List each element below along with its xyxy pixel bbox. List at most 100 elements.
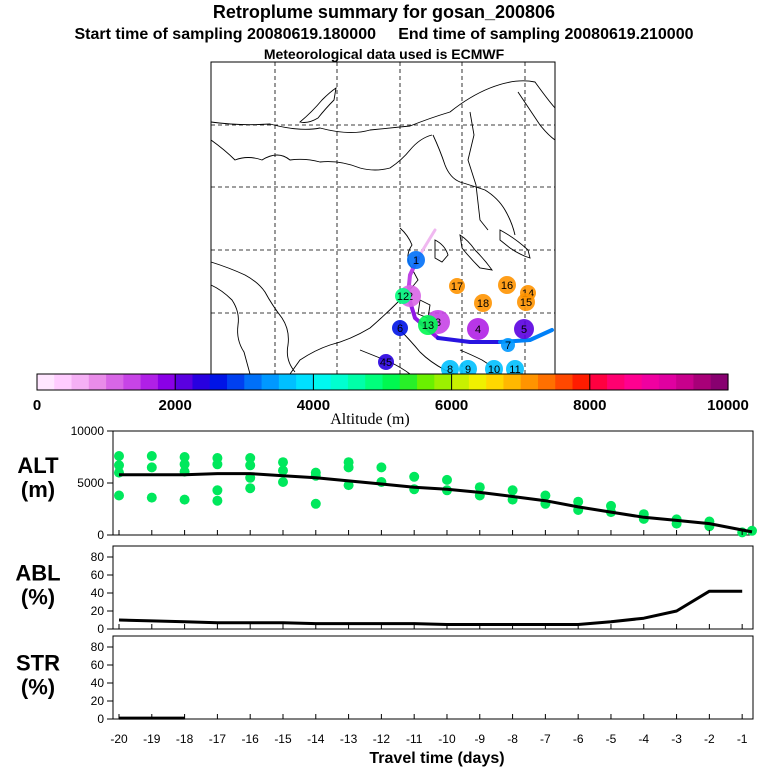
map-frame <box>210 61 556 375</box>
y-tick-label: 80 <box>91 640 105 654</box>
colorbar-cell <box>175 374 194 390</box>
trajectory-cluster-label: 13 <box>422 320 434 332</box>
chart-title: Retroplume summary for gosan_200806 <box>212 2 556 22</box>
colorbar-tick-label: 2000 <box>159 397 192 414</box>
x-tick-label: -14 <box>307 732 325 746</box>
colorbar-cell <box>106 374 124 390</box>
x-tick-label: -9 <box>474 732 485 746</box>
colorbar-tick-label: 8000 <box>573 397 606 414</box>
colorbar-cell <box>54 374 73 390</box>
map-panel: 12345678910111213141516171845 <box>210 61 556 378</box>
met-data-label: Meteorological data used is ECMWF <box>263 46 505 62</box>
trajectory-cluster-label: 4 <box>475 324 481 336</box>
trajectory-cluster-5 <box>514 319 534 339</box>
panel-axis-label: ABL <box>15 561 60 586</box>
altitude-scatter-point <box>212 495 223 506</box>
trajectory-cluster-label: 3 <box>435 317 441 329</box>
colorbar-tick-label: 6000 <box>435 397 468 414</box>
colorbar-cell <box>520 374 539 390</box>
colorbar-cell <box>157 374 176 390</box>
altitude-scatter-point <box>146 451 157 461</box>
colorbar-cell <box>555 374 574 390</box>
altitude-scatter-point <box>212 485 223 496</box>
trajectory-cluster-label: 1 <box>413 255 419 267</box>
x-tick-label: -6 <box>573 732 584 746</box>
colorbar-cell <box>330 374 349 390</box>
colorbar-cell <box>658 374 677 390</box>
trajectory-cluster-label: 12 <box>397 291 409 303</box>
y-tick-label: 0 <box>97 712 104 726</box>
x-tick-label: -2 <box>704 732 715 746</box>
trajectory-cluster-15 <box>517 293 535 311</box>
altitude-scatter-point <box>310 498 321 509</box>
altitude-scatter-point <box>245 483 256 494</box>
altitude-scatter-point <box>179 494 190 505</box>
altitude-scatter-point <box>343 462 354 473</box>
y-tick-label: 40 <box>91 676 105 690</box>
colorbar-cell <box>624 374 643 390</box>
colorbar-cell <box>417 374 435 390</box>
colorbar-cell <box>88 374 107 390</box>
altitude-scatter-point <box>474 482 485 493</box>
altitude-scatter-point <box>212 459 223 470</box>
x-tick-label: -4 <box>638 732 649 746</box>
y-tick-label: 80 <box>91 550 105 564</box>
altitude-scatter-point <box>278 477 288 487</box>
colorbar-cell <box>641 374 660 390</box>
abl-series-line <box>118 589 743 626</box>
x-tick-label: -12 <box>373 732 391 746</box>
colorbar-cell <box>261 374 280 390</box>
colorbar-cell <box>486 374 505 390</box>
colorbar-cell <box>365 374 384 390</box>
colorbar-cell <box>227 374 245 390</box>
colorbar-cell <box>451 374 470 390</box>
altitude-scatter-point <box>245 460 256 471</box>
colorbar-cell <box>347 374 366 390</box>
colorbar-cell <box>434 374 453 390</box>
altitude-scatter-point <box>146 492 157 503</box>
x-tick-label: -3 <box>671 732 682 746</box>
trajectory-cluster-label: 5 <box>521 324 527 336</box>
panel-frame <box>112 545 754 630</box>
altitude-scatter-point <box>507 485 518 496</box>
altitude-scatter-point <box>442 474 452 485</box>
altitude-scatter-point <box>278 465 288 476</box>
trajectory-cluster-7 <box>501 338 515 352</box>
y-tick-label: 40 <box>91 586 105 600</box>
x-tick-label: -16 <box>242 732 260 746</box>
abl-panel: 0 20 40 60 80 ABL(%) <box>15 545 754 636</box>
colorbar-cell <box>140 374 159 390</box>
colorbar-cell <box>503 374 522 390</box>
x-tick-label: -7 <box>540 732 551 746</box>
colorbar-cell <box>313 374 332 390</box>
colorbar-cell <box>296 374 315 390</box>
altitude-scatter-point <box>573 496 584 507</box>
colorbar-frame <box>36 373 729 391</box>
panel-axis-label: STR <box>16 651 60 676</box>
colorbar-cell <box>71 374 90 390</box>
x-tick-label: -17 <box>209 732 227 746</box>
trajectory-cluster-17 <box>449 278 465 294</box>
colorbar-cell <box>572 374 591 390</box>
trajectory-cluster-label: 11 <box>509 364 520 376</box>
trajectory-cluster-16 <box>498 276 516 294</box>
trajectory-cluster-label: 16 <box>501 280 513 292</box>
x-tick-label: -18 <box>176 732 194 746</box>
colorbar-cell <box>278 374 297 390</box>
panel-axis-label: (%) <box>21 675 55 700</box>
colorbar-cell <box>537 374 556 390</box>
panel-frame <box>112 635 754 720</box>
panel-axis-label: (m) <box>21 477 55 502</box>
x-tick-label: -5 <box>606 732 617 746</box>
y-tick-label: 20 <box>91 694 105 708</box>
trajectory-cluster-label: 10 <box>488 364 500 376</box>
map-graticule <box>211 62 555 374</box>
trajectory-cluster-12 <box>395 288 411 304</box>
panel-axis-label: (%) <box>21 585 55 610</box>
trajectory-cluster-label: 15 <box>520 297 532 309</box>
alt-series-line <box>119 472 753 534</box>
y-tick-label: 0 <box>97 622 104 636</box>
colorbar-cell <box>589 374 608 390</box>
map-coastlines <box>210 80 556 375</box>
x-tick-label: -8 <box>507 732 518 746</box>
